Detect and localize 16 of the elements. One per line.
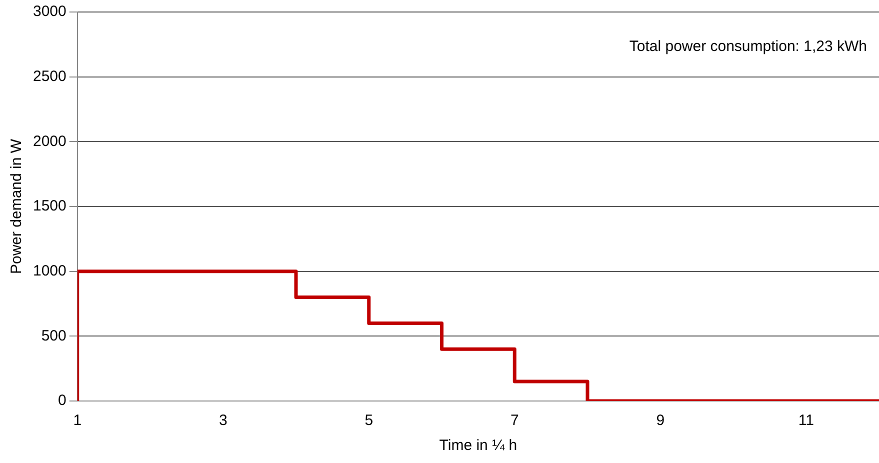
y-tick-label: 0 [58,392,66,410]
y-tick-label: 2000 [32,132,66,150]
x-tick-label: 1 [73,412,82,430]
y-tick-label: 1000 [32,262,66,280]
x-tick-label: 9 [656,412,665,430]
x-tick-label: 3 [218,412,228,430]
y-tick-label: 1500 [32,198,66,215]
y-tick-label: 500 [41,327,66,344]
y-axis-title: Power demand in W [8,138,26,274]
x-axis-title: Time in ¼ h [439,437,518,454]
annotation: Total power consumption: 1,23 kWh [629,38,867,56]
x-tick-label: 5 [364,412,374,430]
x-tick-label: 7 [510,412,519,430]
y-tick-label: 3000 [32,3,66,20]
x-tick-label: 11 [798,412,814,430]
y-tick-label: 2500 [32,68,66,85]
